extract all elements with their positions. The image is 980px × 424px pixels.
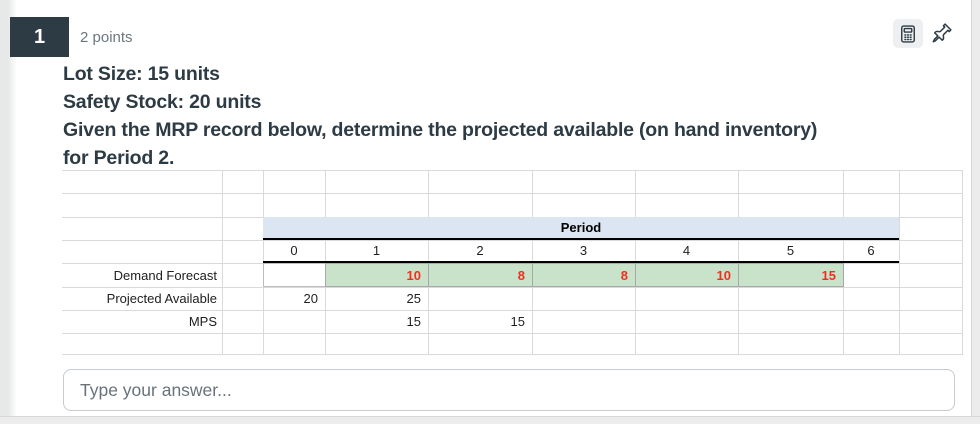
cell-projected-available-p0: 20 xyxy=(303,291,318,306)
period-col-2: 2 xyxy=(476,243,484,258)
row-label-demand-forecast: Demand Forecast xyxy=(113,267,217,283)
cell-mps-p2: 15 xyxy=(510,314,525,329)
period-col-5: 5 xyxy=(786,243,795,258)
question-text-line: Safety Stock: 20 units xyxy=(63,91,262,113)
cell-demand-forecast-p0 xyxy=(263,263,326,287)
period-col-4: 4 xyxy=(682,243,691,258)
period-col-3: 3 xyxy=(579,243,588,258)
cell-demand-forecast-p5: 15 xyxy=(738,263,844,287)
cell-mps-p1: 15 xyxy=(406,314,421,329)
period-col-0: 0 xyxy=(290,243,298,258)
question-number-badge: 1 xyxy=(10,17,69,57)
cell-demand-forecast-p3: 8 xyxy=(532,263,636,287)
period-header-cell: Period xyxy=(263,217,899,240)
page-gutter-right xyxy=(971,0,980,424)
calculator-button[interactable] xyxy=(893,19,923,48)
cell-demand-forecast-p4: 10 xyxy=(635,263,739,287)
cell-projected-available-p1: 25 xyxy=(406,291,421,306)
cell-demand-forecast-p1: 10 xyxy=(325,263,429,287)
pushpin-icon xyxy=(932,23,952,43)
row-label-mps: MPS xyxy=(188,314,217,329)
period-col-1: 1 xyxy=(372,243,381,258)
cell-demand-forecast-p2: 8 xyxy=(428,263,533,287)
pin-question-button[interactable] xyxy=(926,21,954,49)
question-text-line: Lot Size: 15 units xyxy=(63,63,220,85)
row-label-projected-available: Projected Available xyxy=(106,291,217,306)
mrp-record-spreadsheet: Period 0 1 2 3 4 5 6 Demand Forecast Pro… xyxy=(62,170,963,355)
question-text-line: Given the MRP record below, determine th… xyxy=(63,119,818,141)
page-gutter-left xyxy=(0,0,17,424)
calculator-icon xyxy=(901,24,915,43)
question-text: Lot Size: 15 units Safety Stock: 20 unit… xyxy=(63,60,968,172)
question-points: 2 points xyxy=(80,28,133,46)
table-border-line xyxy=(263,261,899,263)
answer-input[interactable] xyxy=(63,369,955,411)
period-col-6: 6 xyxy=(867,243,875,258)
page-gutter-bottom xyxy=(0,416,980,424)
question-text-line: for Period 2. xyxy=(63,147,175,169)
